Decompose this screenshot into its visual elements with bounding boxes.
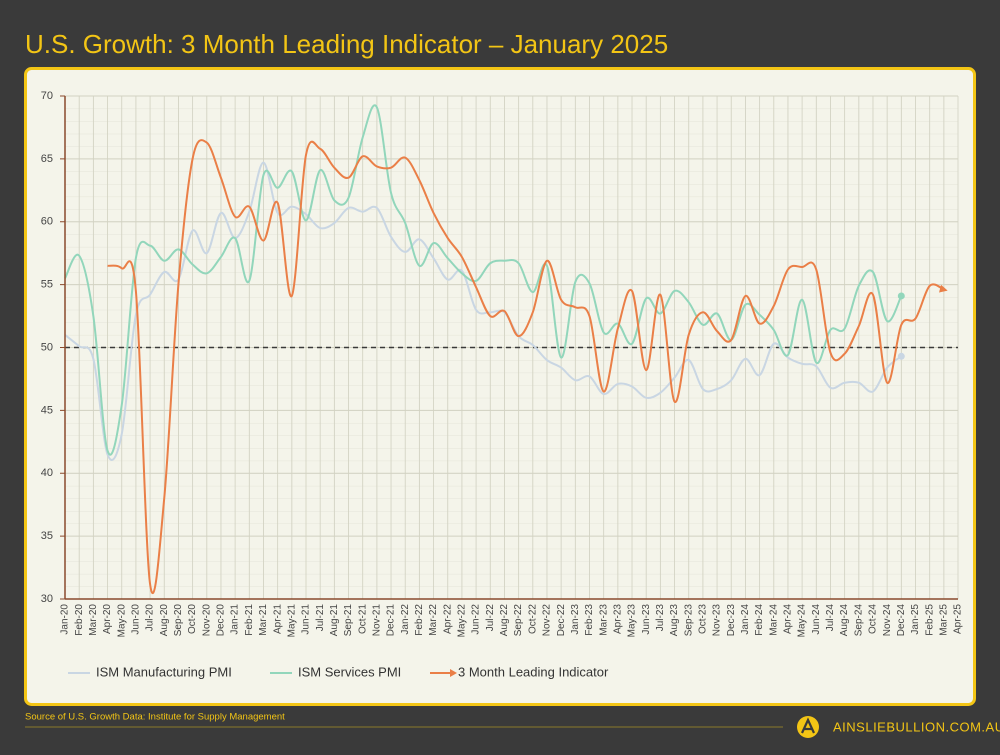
y-tick-label: 65 bbox=[41, 153, 53, 165]
x-tick-label: Aug-21 bbox=[329, 604, 340, 637]
x-tick-label: Aug-20 bbox=[159, 604, 170, 637]
x-tick-label: Jul-20 bbox=[145, 604, 156, 632]
x-tick-label: Oct-22 bbox=[527, 604, 538, 634]
x-tick-label: Oct-20 bbox=[187, 604, 198, 634]
x-tick-label: Sep-22 bbox=[513, 604, 524, 637]
x-tick-label: Jan-20 bbox=[60, 604, 71, 635]
x-tick-label: Jul-22 bbox=[485, 604, 496, 632]
x-tick-label: Jun-21 bbox=[301, 604, 312, 635]
chart-title: U.S. Growth: 3 Month Leading Indicator –… bbox=[25, 29, 668, 59]
x-tick-label: Oct-21 bbox=[357, 604, 368, 634]
x-tick-label: May-22 bbox=[457, 604, 468, 638]
y-tick-label: 35 bbox=[41, 530, 53, 542]
x-tick-label: Sep-24 bbox=[853, 604, 864, 637]
x-tick-label: Dec-23 bbox=[726, 604, 737, 637]
x-tick-label: Dec-22 bbox=[556, 604, 567, 637]
x-tick-label: Oct-23 bbox=[697, 604, 708, 634]
x-tick-label: Aug-24 bbox=[839, 604, 850, 637]
x-tick-label: May-20 bbox=[116, 604, 127, 638]
x-tick-label: Mar-22 bbox=[428, 604, 439, 636]
x-tick-label: Feb-22 bbox=[414, 604, 425, 636]
legend-label: ISM Manufacturing PMI bbox=[96, 664, 232, 679]
end-dot bbox=[897, 292, 905, 300]
source-note: Source of U.S. Growth Data: Institute fo… bbox=[25, 712, 285, 723]
x-tick-label: Dec-21 bbox=[386, 604, 397, 637]
legend-label: ISM Services PMI bbox=[298, 664, 401, 679]
x-tick-label: May-23 bbox=[627, 604, 638, 638]
x-tick-label: Oct-24 bbox=[868, 604, 879, 634]
x-tick-label: Feb-20 bbox=[74, 604, 85, 636]
x-tick-label: Mar-20 bbox=[88, 604, 99, 636]
x-tick-label: Jan-21 bbox=[230, 604, 241, 635]
x-tick-label: Jan-25 bbox=[910, 604, 921, 635]
legend-label: 3 Month Leading Indicator bbox=[458, 664, 609, 679]
x-tick-label: Dec-24 bbox=[896, 604, 907, 637]
x-tick-label: Jun-23 bbox=[641, 604, 652, 635]
x-tick-label: Jan-23 bbox=[570, 604, 581, 635]
x-tick-label: Jun-24 bbox=[811, 604, 822, 635]
x-tick-label: May-21 bbox=[286, 604, 297, 638]
y-tick-label: 70 bbox=[41, 90, 53, 102]
x-tick-label: Jul-21 bbox=[315, 604, 326, 632]
x-tick-label: Feb-23 bbox=[584, 604, 595, 636]
brand-logo-mark bbox=[801, 717, 815, 734]
x-tick-label: Jun-22 bbox=[471, 604, 482, 635]
y-tick-label: 40 bbox=[41, 467, 53, 479]
x-tick-label: Nov-23 bbox=[712, 604, 723, 637]
x-tick-label: Jan-22 bbox=[400, 604, 411, 635]
series-line bbox=[64, 104, 903, 456]
x-tick-label: Nov-24 bbox=[882, 604, 893, 637]
x-tick-label: Feb-21 bbox=[244, 604, 255, 636]
y-tick-label: 55 bbox=[41, 279, 53, 291]
x-tick-label: Apr-23 bbox=[612, 604, 623, 634]
x-tick-label: Nov-20 bbox=[201, 604, 212, 637]
x-tick-label: Apr-22 bbox=[442, 604, 453, 634]
x-tick-label: Mar-23 bbox=[598, 604, 609, 636]
x-tick-label: Mar-24 bbox=[768, 604, 779, 636]
x-tick-label: Apr-25 bbox=[953, 604, 964, 634]
x-tick-label: Jul-23 bbox=[655, 604, 666, 632]
x-tick-label: May-24 bbox=[797, 604, 808, 638]
x-tick-label: Nov-22 bbox=[542, 604, 553, 637]
x-tick-label: Jun-20 bbox=[131, 604, 142, 635]
x-tick-label: Aug-22 bbox=[499, 604, 510, 637]
y-tick-label: 50 bbox=[41, 341, 53, 353]
x-tick-label: Aug-23 bbox=[669, 604, 680, 637]
x-tick-label: Dec-20 bbox=[216, 604, 227, 637]
y-tick-label: 45 bbox=[41, 404, 53, 416]
end-dot bbox=[897, 352, 905, 360]
x-tick-label: Apr-21 bbox=[272, 604, 283, 634]
x-tick-label: Sep-20 bbox=[173, 604, 184, 637]
x-tick-label: Apr-24 bbox=[783, 604, 794, 634]
x-tick-label: Nov-21 bbox=[371, 604, 382, 637]
x-tick-label: Apr-20 bbox=[102, 604, 113, 634]
legend-arrow bbox=[450, 669, 457, 677]
y-tick-label: 60 bbox=[41, 216, 53, 228]
series-line bbox=[107, 139, 948, 594]
x-tick-label: Feb-24 bbox=[754, 604, 765, 636]
x-tick-label: Jan-24 bbox=[740, 604, 751, 635]
x-tick-label: Mar-25 bbox=[938, 604, 949, 636]
x-tick-label: Feb-25 bbox=[924, 604, 935, 636]
y-tick-label: 30 bbox=[41, 593, 53, 605]
x-tick-label: Sep-23 bbox=[683, 604, 694, 637]
x-tick-label: Jul-24 bbox=[825, 604, 836, 632]
series-line bbox=[64, 161, 902, 461]
x-tick-label: Sep-21 bbox=[343, 604, 354, 637]
x-tick-label: Mar-21 bbox=[258, 604, 269, 636]
brand-name: AINSLIEBULLION.COM.AU bbox=[833, 719, 1000, 734]
